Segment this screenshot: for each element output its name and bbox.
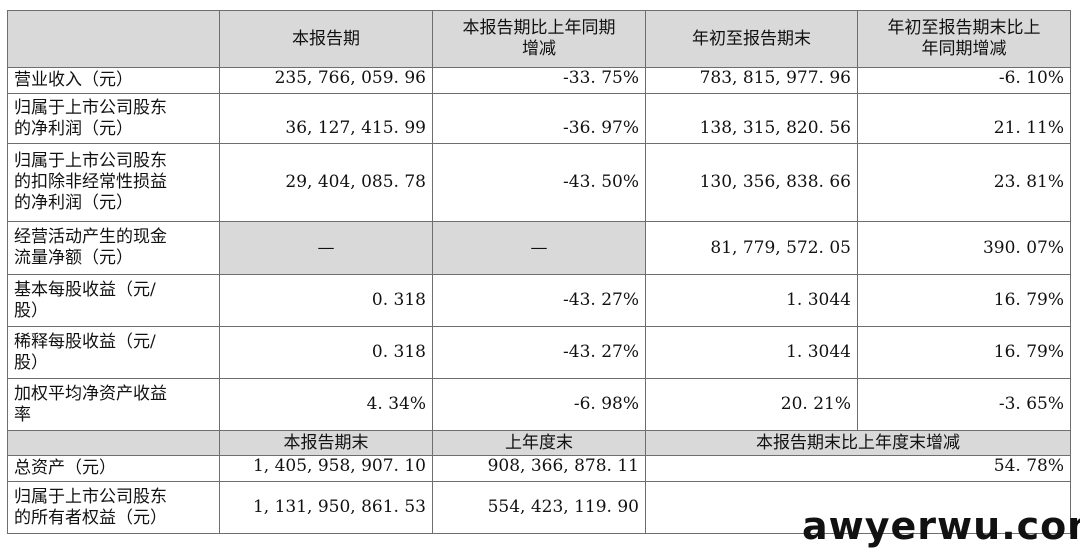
table-cell: 23. 81% bbox=[857, 143, 1071, 222]
table-cell: 783, 815, 977. 96 bbox=[645, 67, 858, 94]
table-cell: 1. 3044 bbox=[645, 274, 858, 327]
col-current-period-yoy: 本报告期比上年同期 增减 bbox=[432, 10, 646, 68]
table-row: 加权平均净资产收益 率 4. 34% -6. 98% 20. 21% -3. 6… bbox=[7, 378, 1071, 431]
row-label: 归属于上市公司股东 的扣除非经常性损益 的净利润（元） bbox=[7, 143, 220, 222]
table-cell: 16. 79% bbox=[857, 326, 1071, 379]
table-cell: -43. 27% bbox=[432, 274, 646, 327]
table-row: 稀释每股收益（元/ 股） 0. 318 -43. 27% 1. 3044 16.… bbox=[7, 326, 1071, 379]
row-label: 基本每股收益（元/ 股） bbox=[7, 274, 220, 327]
header-row-2: 本报告期末 上年度末 本报告期末比上年度末增减 bbox=[7, 430, 1071, 456]
table-cell: 54. 78% bbox=[645, 455, 1071, 482]
table-cell bbox=[645, 481, 1071, 534]
row-label: 归属于上市公司股东 的净利润（元） bbox=[7, 93, 220, 144]
table-cell: 554, 423, 119. 90 bbox=[432, 481, 646, 534]
table-row: 归属于上市公司股东 的净利润（元） 36, 127, 415. 99 -36. … bbox=[7, 93, 1071, 144]
table-cell: -43. 50% bbox=[432, 143, 646, 222]
col-prior-year-end: 上年度末 bbox=[432, 430, 646, 456]
table-cell: -36. 97% bbox=[432, 93, 646, 144]
row-label: 经营活动产生的现金 流量净额（元） bbox=[7, 221, 220, 275]
row-label: 稀释每股收益（元/ 股） bbox=[7, 326, 220, 379]
table-cell: 390. 07% bbox=[857, 221, 1071, 275]
watermark-logo: awyerwu.com bbox=[802, 504, 1080, 548]
col-period-end-change: 本报告期末比上年度末增减 bbox=[645, 430, 1071, 456]
table-row: 经营活动产生的现金 流量净额（元） — — 81, 779, 572. 05 3… bbox=[7, 221, 1071, 275]
row-label: 总资产（元） bbox=[7, 455, 220, 482]
table-cell: 908, 366, 878. 11 bbox=[432, 455, 646, 482]
financial-table: 本报告期 本报告期比上年同期 增减 年初至报告期末 年初至报告期末比上 年同期增… bbox=[7, 10, 1071, 534]
table-cell: 81, 779, 572. 05 bbox=[645, 221, 858, 275]
table-cell: 1, 405, 958, 907. 10 bbox=[219, 455, 433, 482]
header-corner-2 bbox=[7, 430, 220, 456]
table-cell: -43. 27% bbox=[432, 326, 646, 379]
table-cell: 16. 79% bbox=[857, 274, 1071, 327]
table-cell-na: — bbox=[219, 221, 433, 275]
header-corner bbox=[7, 10, 220, 68]
table-cell: -6. 10% bbox=[857, 67, 1071, 94]
row-label: 加权平均净资产收益 率 bbox=[7, 378, 220, 431]
table-cell: 235, 766, 059. 96 bbox=[219, 67, 433, 94]
col-ytd-yoy: 年初至报告期末比上 年同期增减 bbox=[857, 10, 1071, 68]
table-cell: 0. 318 bbox=[219, 326, 433, 379]
table-cell: 29, 404, 085. 78 bbox=[219, 143, 433, 222]
table-cell: 4. 34% bbox=[219, 378, 433, 431]
table-cell: -6. 98% bbox=[432, 378, 646, 431]
table-cell: 130, 356, 838. 66 bbox=[645, 143, 858, 222]
table-cell: 20. 21% bbox=[645, 378, 858, 431]
row-label: 营业收入（元） bbox=[7, 67, 220, 94]
table-cell: 0. 318 bbox=[219, 274, 433, 327]
table-row: 归属于上市公司股东 的所有者权益（元） 1, 131, 950, 861. 53… bbox=[7, 481, 1071, 534]
table-row: 基本每股收益（元/ 股） 0. 318 -43. 27% 1. 3044 16.… bbox=[7, 274, 1071, 327]
table-cell: 1. 3044 bbox=[645, 326, 858, 379]
row-label: 归属于上市公司股东 的所有者权益（元） bbox=[7, 481, 220, 534]
table-cell: 21. 11% bbox=[857, 93, 1071, 144]
table-row: 归属于上市公司股东 的扣除非经常性损益 的净利润（元） 29, 404, 085… bbox=[7, 143, 1071, 222]
table-cell: 36, 127, 415. 99 bbox=[219, 93, 433, 144]
table-row: 总资产（元） 1, 405, 958, 907. 10 908, 366, 87… bbox=[7, 455, 1071, 482]
table-row: 营业收入（元） 235, 766, 059. 96 -33. 75% 783, … bbox=[7, 67, 1071, 94]
table-cell: 1, 131, 950, 861. 53 bbox=[219, 481, 433, 534]
header-row: 本报告期 本报告期比上年同期 增减 年初至报告期末 年初至报告期末比上 年同期增… bbox=[7, 10, 1071, 68]
col-current-period: 本报告期 bbox=[219, 10, 433, 68]
col-period-end: 本报告期末 bbox=[219, 430, 433, 456]
table-cell: -3. 65% bbox=[857, 378, 1071, 431]
table-cell-na: — bbox=[432, 221, 646, 275]
table-cell: 138, 315, 820. 56 bbox=[645, 93, 858, 144]
col-ytd: 年初至报告期末 bbox=[645, 10, 858, 68]
table-cell: -33. 75% bbox=[432, 67, 646, 94]
